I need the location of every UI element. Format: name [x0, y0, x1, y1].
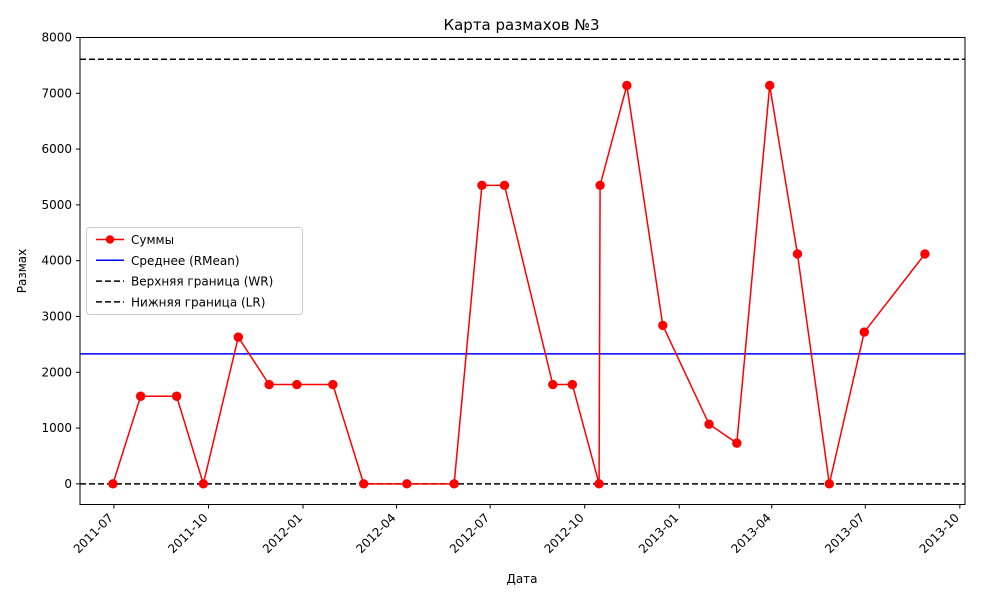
y-axis-label: Размах [15, 249, 29, 293]
data-point [920, 249, 930, 259]
x-axis: 2011-07 2011-10 2012-01 2012-04 2012-07 2012-… [71, 504, 962, 556]
x-tick-label: 2011-10 [165, 511, 210, 556]
x-tick-label: 2013-04 [729, 511, 774, 556]
legend-label: Суммы [131, 233, 174, 247]
data-point [622, 80, 632, 91]
data-point [198, 479, 209, 489]
legend-label: Верхняя граница (WR) [131, 275, 273, 289]
data-point [233, 332, 243, 342]
x-tick-label: 2013-10 [917, 511, 962, 556]
legend-label: Среднее (RMean) [131, 254, 240, 268]
x-axis-label: Дата [506, 572, 537, 586]
y-axis: 0 1000 2000 3000 4000 5000 6000 7000 8000 [41, 31, 80, 491]
data-point [135, 391, 146, 401]
legend-frame [86, 227, 303, 315]
x-tick-label: 2012-07 [447, 511, 492, 556]
data-point [477, 180, 487, 191]
x-tick-label: 2012-10 [541, 511, 586, 556]
data-point [108, 479, 118, 489]
data-point [704, 419, 714, 429]
y-tick-label: 7000 [41, 86, 72, 100]
data-point [402, 479, 412, 489]
data-point [264, 379, 274, 390]
legend-marker [105, 235, 115, 244]
y-tick-label: 4000 [41, 254, 72, 268]
data-point [765, 80, 775, 91]
y-tick-label: 8000 [41, 31, 72, 45]
x-tick-label: 2012-01 [260, 511, 305, 556]
data-point [824, 479, 835, 489]
y-tick-label: 3000 [41, 309, 72, 323]
data-point [292, 379, 302, 390]
data-point [449, 479, 459, 489]
plot-frame [79, 37, 966, 505]
data-point [567, 379, 578, 390]
data-point [595, 180, 605, 191]
data-point [548, 379, 558, 390]
x-tick-label: 2011-07 [71, 511, 116, 556]
data-point [499, 180, 510, 191]
x-tick-label: 2013-01 [636, 511, 681, 556]
y-tick-label: 0 [64, 477, 72, 491]
x-tick-label: 2013-07 [822, 511, 867, 556]
series-line-sums [112, 85, 926, 487]
chart-title: Карта размахов №3 [443, 16, 599, 34]
data-point [328, 379, 338, 390]
data-point [171, 391, 182, 401]
data-point [594, 479, 604, 489]
data-point [859, 327, 869, 337]
data-point [732, 438, 742, 448]
x-tick-label: 2012-04 [353, 511, 398, 556]
data-point [358, 479, 369, 489]
y-tick-label: 2000 [41, 365, 72, 379]
legend-label: Нижняя граница (LR) [131, 295, 265, 309]
legend: Суммы Среднее (RMean) Верхняя граница (WR)… [86, 227, 303, 315]
y-tick-label: 5000 [41, 198, 72, 212]
y-tick-label: 1000 [41, 421, 72, 435]
y-tick-label: 6000 [41, 142, 72, 156]
data-point [658, 320, 668, 331]
data-point [792, 249, 803, 259]
